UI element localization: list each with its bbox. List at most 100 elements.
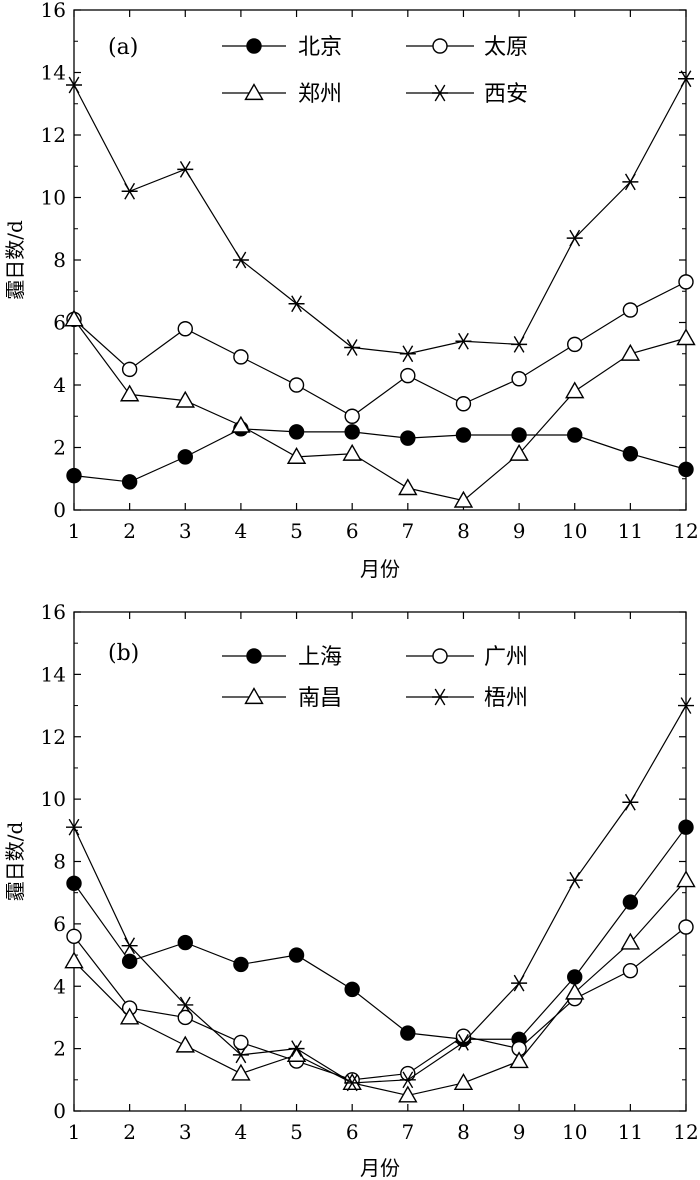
y-tick-label: 16: [41, 0, 66, 22]
data-point: [676, 870, 696, 888]
data-point: [678, 919, 694, 935]
x-tick-label: 2: [123, 1120, 136, 1144]
series-line: [73, 78, 687, 355]
y-tick-label: 4: [53, 974, 66, 998]
panel-label: (b): [108, 641, 139, 666]
legend-marker: [432, 84, 448, 102]
data-point: [66, 818, 82, 836]
data-point: [455, 1034, 472, 1051]
data-point: [288, 295, 305, 313]
data-point: [566, 229, 583, 247]
x-tick-label: 7: [401, 1120, 414, 1144]
data-point: [288, 1040, 305, 1057]
y-tick-label: 14: [41, 662, 66, 686]
x-tick-label: 5: [290, 1120, 303, 1144]
y-tick-label: 12: [41, 725, 66, 749]
data-point: [288, 377, 305, 393]
y-tick-label: 10: [41, 787, 66, 811]
data-point: [288, 947, 305, 963]
legend-label: 上海: [298, 645, 342, 670]
data-point: [567, 336, 583, 353]
data-point: [622, 894, 639, 910]
x-tick-label: 1: [68, 1120, 81, 1144]
data-point: [622, 446, 639, 462]
series-line: [73, 428, 687, 483]
x-tick-label: 3: [179, 519, 192, 543]
data-point: [622, 793, 639, 811]
legend-marker: [244, 83, 264, 101]
data-point: [232, 251, 249, 269]
data-point: [620, 932, 641, 950]
data-point: [511, 427, 527, 443]
x-tick-label: 8: [457, 519, 470, 543]
data-point: [64, 309, 84, 327]
x-tick-label: 3: [179, 1120, 192, 1144]
y-tick-label: 12: [41, 123, 66, 147]
legend-label: 郑州: [298, 82, 342, 107]
series-2: [66, 274, 694, 424]
legend-item: 南昌: [222, 686, 342, 711]
x-tick-label: 1: [68, 519, 81, 543]
y-tick-label: 4: [53, 373, 66, 397]
data-point: [177, 996, 194, 1014]
legend-item: 梧州: [406, 686, 528, 711]
data-point: [678, 697, 694, 714]
legend-label: 梧州: [484, 686, 528, 711]
panel-label: (a): [108, 35, 138, 60]
x-tick-label: 2: [123, 519, 136, 543]
data-point: [66, 928, 82, 945]
y-tick-label: 2: [53, 436, 66, 460]
x-tick-label: 10: [562, 1120, 587, 1144]
y-tick-label: 14: [41, 61, 66, 85]
data-point: [288, 424, 305, 440]
legend-item: 太原: [406, 35, 528, 60]
data-point: [678, 819, 694, 835]
data-point: [622, 302, 639, 318]
data-point: [565, 982, 585, 1000]
series-4: [66, 70, 694, 363]
legend-item: 北京: [222, 35, 342, 60]
data-point: [399, 1071, 416, 1089]
data-point: [66, 467, 82, 484]
x-tick-label: 4: [235, 1120, 248, 1144]
y-axis-title: 霾日数/d: [3, 822, 27, 902]
series-3: [64, 309, 696, 508]
series-line: [73, 281, 687, 417]
data-point: [177, 934, 193, 951]
series-line: [73, 826, 687, 1040]
series-line: [73, 705, 687, 1084]
data-point: [567, 427, 583, 443]
x-axis-title: 月份: [360, 1156, 400, 1180]
data-point: [64, 951, 84, 969]
data-point: [119, 384, 140, 402]
series-line: [73, 926, 687, 1081]
series-line: [73, 879, 687, 1097]
data-point: [344, 981, 360, 998]
data-point: [400, 367, 416, 384]
legend-item: 广州: [406, 645, 528, 670]
y-tick-label: 0: [53, 498, 66, 522]
data-point: [177, 161, 194, 178]
data-point: [286, 1044, 307, 1062]
legend-marker: [244, 687, 264, 705]
data-point: [622, 173, 639, 191]
legend-item: 郑州: [222, 82, 342, 107]
data-point: [177, 449, 193, 465]
data-point: [455, 332, 472, 350]
data-point: [455, 427, 472, 443]
y-tick-label: 6: [53, 912, 66, 936]
x-tick-label: 11: [618, 1120, 643, 1144]
x-tick-label: 5: [290, 519, 303, 543]
data-point: [66, 76, 82, 94]
x-tick-label: 8: [457, 1120, 470, 1144]
y-tick-label: 6: [53, 311, 66, 335]
x-tick-label: 12: [673, 1120, 698, 1144]
data-point: [400, 1025, 416, 1041]
data-point: [453, 1073, 474, 1091]
data-point: [121, 937, 138, 955]
data-point: [344, 339, 361, 356]
data-point: [622, 962, 639, 979]
